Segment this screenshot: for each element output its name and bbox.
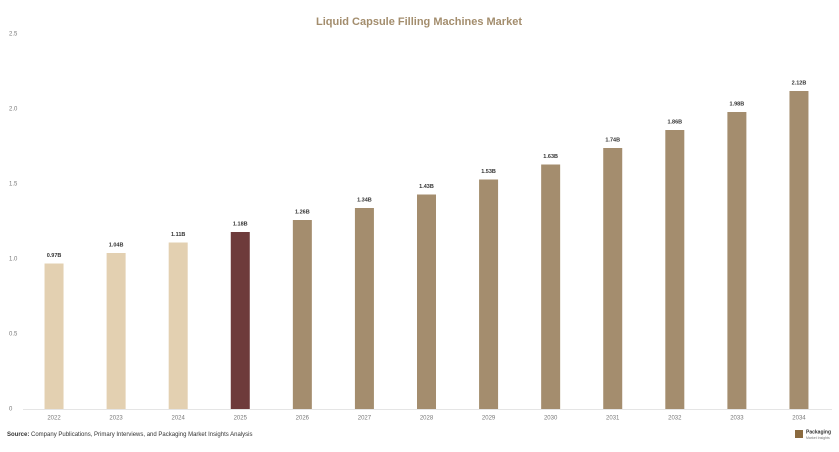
source: Source: Company Publications, Primary In… [7, 432, 252, 438]
bar [168, 242, 188, 409]
logo: Packaging [806, 429, 831, 435]
logo-sub: Market Insights [806, 436, 830, 440]
y-tick-label: 2.5 [9, 32, 18, 38]
value-label: 1.53B [481, 169, 496, 175]
value-label: 1.63B [543, 154, 558, 160]
value-label: 0.97B [47, 253, 62, 259]
bar [44, 263, 64, 409]
x-tick-label: 2025 [234, 416, 248, 422]
x-tick-label: 2022 [47, 416, 61, 422]
x-tick-label: 2034 [792, 416, 806, 422]
bar [292, 220, 312, 409]
source-text: Company Publications, Primary Interviews… [31, 432, 252, 438]
x-tick-label: 2031 [606, 416, 620, 422]
bar [665, 130, 685, 409]
x-tick-label: 2028 [420, 416, 434, 422]
value-label: 1.26B [295, 209, 310, 215]
x-tick-label: 2029 [482, 416, 496, 422]
value-label: 1.34B [357, 197, 372, 203]
x-tick-label: 2023 [109, 416, 123, 422]
x-tick-label: 2026 [296, 416, 310, 422]
value-label: 1.18B [233, 221, 248, 227]
y-tick-label: 0.5 [9, 332, 18, 338]
x-tick-label: 2027 [358, 416, 372, 422]
y-tick-label: 1.5 [9, 182, 18, 188]
value-label: 1.86B [667, 119, 682, 125]
bar [727, 112, 747, 409]
chart-title: Liquid Capsule Filling Machines Market [316, 16, 522, 28]
value-label: 1.11B [171, 232, 185, 238]
bar [354, 208, 374, 409]
bar [479, 179, 499, 409]
y-tick-label: 0 [9, 407, 13, 413]
bar [417, 194, 436, 409]
value-label: 1.74B [605, 137, 620, 143]
value-label: 2.12B [792, 80, 807, 86]
logo-icon [795, 430, 803, 438]
bar [789, 91, 809, 409]
x-tick-label: 2033 [730, 416, 744, 422]
x-tick-label: 2030 [544, 416, 558, 422]
source-label: Source: [7, 432, 29, 438]
bar [106, 253, 126, 409]
bar [230, 232, 250, 409]
x-tick-label: 2032 [668, 416, 682, 422]
y-tick-label: 1.0 [9, 257, 18, 263]
value-label: 1.98B [730, 101, 745, 107]
value-label: 1.43B [419, 184, 434, 190]
value-label: 1.04B [109, 242, 124, 248]
x-tick-label: 2024 [172, 416, 186, 422]
bar [603, 148, 623, 409]
y-tick-label: 2.0 [9, 107, 18, 113]
bar [541, 164, 561, 409]
